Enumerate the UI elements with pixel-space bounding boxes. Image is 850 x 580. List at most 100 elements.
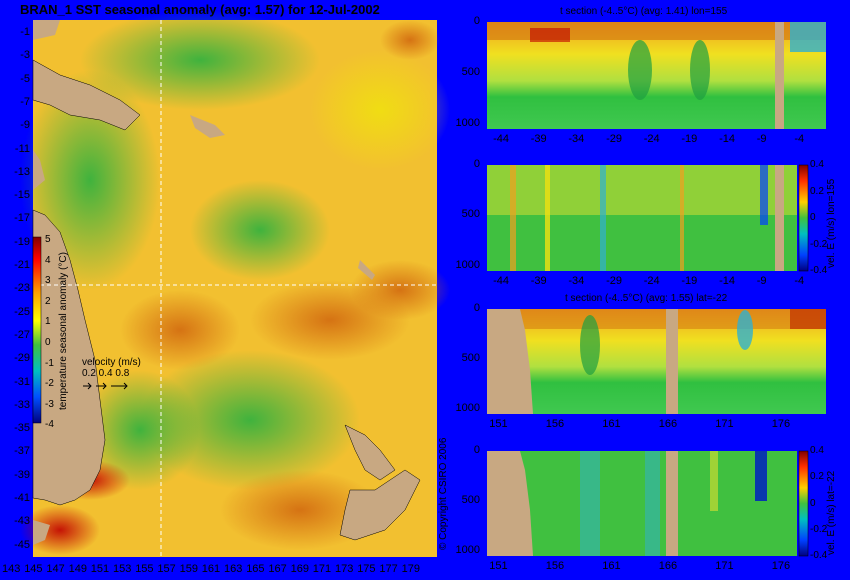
panel2-colorbar	[798, 164, 809, 272]
panel4-colorbar	[798, 450, 809, 557]
map-colorbar-tick: -2	[45, 378, 54, 390]
p2-colorbar-tick: 0.2	[810, 185, 824, 197]
map-ytick-label: -3	[20, 49, 30, 62]
p1-xtick-label: -19	[681, 133, 698, 145]
map-colorbar-tick: 5	[45, 234, 51, 245]
p3-xtick-label: 166	[658, 418, 678, 430]
map-xtick-label: 161	[201, 563, 221, 575]
p4-xtick-label: 166	[658, 560, 678, 572]
p3-ytick-label: 500	[461, 352, 480, 364]
p4-xtick-label: 156	[545, 560, 565, 572]
map-colorbar-tick: 2	[45, 295, 51, 307]
p2-xtick-label: -29	[606, 275, 622, 287]
map-ytick-label: -23	[14, 282, 30, 295]
p2-xtick-label: -39	[530, 275, 547, 287]
panel3-title: t section (-4..5°C) (avg: 1.55) lat=-22	[565, 293, 728, 304]
p1-xtick-label: -9	[756, 133, 767, 145]
p2-xtick-label: -44	[493, 275, 509, 287]
map-xtick-label: 147	[46, 563, 65, 575]
map-xtick-label: 155	[135, 563, 154, 575]
panel4-colorbar-label: vel. E (m/s) lat=-22	[826, 470, 837, 555]
map-ytick-label: -29	[14, 352, 30, 365]
land-nz-north	[344, 424, 396, 481]
land-north	[33, 20, 60, 40]
p4-xtick-label: 176	[771, 560, 791, 572]
p4-ytick-label: 1000	[455, 544, 480, 556]
p2-xtick-label: -9	[756, 275, 767, 287]
p1-xtick-label: -39	[530, 133, 547, 145]
map-ytick-label: -5	[20, 72, 30, 85]
panel2-colorbar-label: vel. E (m/s) lon=155	[826, 178, 837, 268]
p1-xtick-label: -34	[568, 133, 585, 145]
p1-xtick-label: -14	[719, 133, 735, 145]
p1-ytick-label: 500	[461, 65, 480, 78]
map-ytick-label: -25	[14, 305, 30, 318]
map-colorbar-tick: -4	[45, 419, 54, 431]
p4-xtick-label: 161	[602, 560, 621, 572]
map-colorbar-tick: -3	[45, 398, 54, 410]
map-ytick-label: -45	[14, 538, 30, 551]
p4-xtick-label: 151	[489, 560, 508, 572]
map-xtick-label: 153	[113, 563, 132, 575]
map-colorbar-tick: 4	[45, 254, 51, 266]
map-colorbar-tick: -1	[45, 357, 54, 369]
land-australia	[32, 209, 106, 506]
land-new-caledonia	[358, 260, 375, 280]
velocity-scale: 0.2 0.4 0.8	[82, 368, 130, 379]
panel2-plot	[487, 164, 809, 272]
p1-ytick-label: 1000	[455, 116, 480, 129]
map-ytick-label: -43	[14, 515, 30, 528]
p3-xtick-label: 176	[771, 418, 791, 430]
p1-xtick-label: -24	[643, 133, 660, 145]
map-ytick-label: -7	[20, 95, 30, 108]
p4-colorbar-tick: 0.2	[810, 471, 824, 483]
land-cape-york	[33, 150, 45, 190]
p4-ytick-label: 0	[473, 444, 480, 456]
map-xtick-label: 145	[24, 563, 43, 575]
p2-xtick-label: -34	[568, 275, 585, 287]
map-xtick-label: 143	[2, 563, 21, 575]
map-colorbar	[32, 236, 42, 424]
map-anomaly-patches	[20, 10, 450, 555]
p3-ytick-label: 0	[473, 302, 480, 314]
p2-colorbar-tick: -0.2	[810, 238, 828, 250]
map-colorbar-tick: 3	[45, 275, 51, 287]
p2-xtick-label: -24	[643, 275, 660, 287]
panel3-plot	[487, 309, 826, 414]
map-xtick-label: 171	[312, 563, 332, 575]
map-ytick-label: -27	[14, 328, 30, 341]
map-xtick-label: 149	[68, 563, 87, 575]
p4-colorbar-tick: 0	[810, 497, 816, 509]
p4-xtick-label: 171	[715, 560, 734, 572]
velocity-label: velocity (m/s)	[82, 357, 141, 368]
p4-colorbar-tick: -0.4	[810, 550, 828, 561]
p2-ytick-label: 0	[473, 158, 480, 170]
map-ytick-label: -15	[14, 189, 30, 202]
land-tasmania	[33, 520, 50, 545]
p3-ytick-label: 1000	[455, 402, 480, 414]
map-xtick-label: 169	[290, 563, 309, 575]
p1-ytick-label: 0	[473, 15, 480, 27]
map-ytick-label: -39	[14, 468, 30, 481]
map-xtick-label: 163	[224, 563, 243, 575]
map-colorbar-tick: 1	[45, 316, 51, 328]
map-xtick-label: 175	[357, 563, 376, 575]
map-colorbar-label: temperature seasonal anomaly (°C)	[58, 252, 69, 410]
p2-ytick-label: 1000	[455, 258, 480, 271]
map-ytick-label: -33	[14, 398, 30, 411]
map-xtick-label: 151	[90, 563, 110, 575]
p4-ytick-label: 500	[461, 494, 480, 506]
map-xtick-label: 167	[268, 563, 287, 575]
p4-colorbar-tick: 0.4	[810, 445, 824, 456]
velocity-arrow-icon	[83, 382, 128, 390]
p1-xtick-label: -4	[794, 133, 805, 145]
map-ytick-label: -37	[14, 445, 30, 458]
map-ytick-label: -31	[14, 375, 30, 388]
p3-xtick-label: 156	[545, 418, 565, 430]
p2-colorbar-tick: -0.4	[810, 265, 828, 276]
p2-colorbar-tick: 0	[810, 212, 816, 223]
map-xtick-label: 157	[157, 563, 176, 575]
land-solomon-islands	[190, 115, 225, 138]
p2-xtick-label: -14	[719, 275, 735, 287]
